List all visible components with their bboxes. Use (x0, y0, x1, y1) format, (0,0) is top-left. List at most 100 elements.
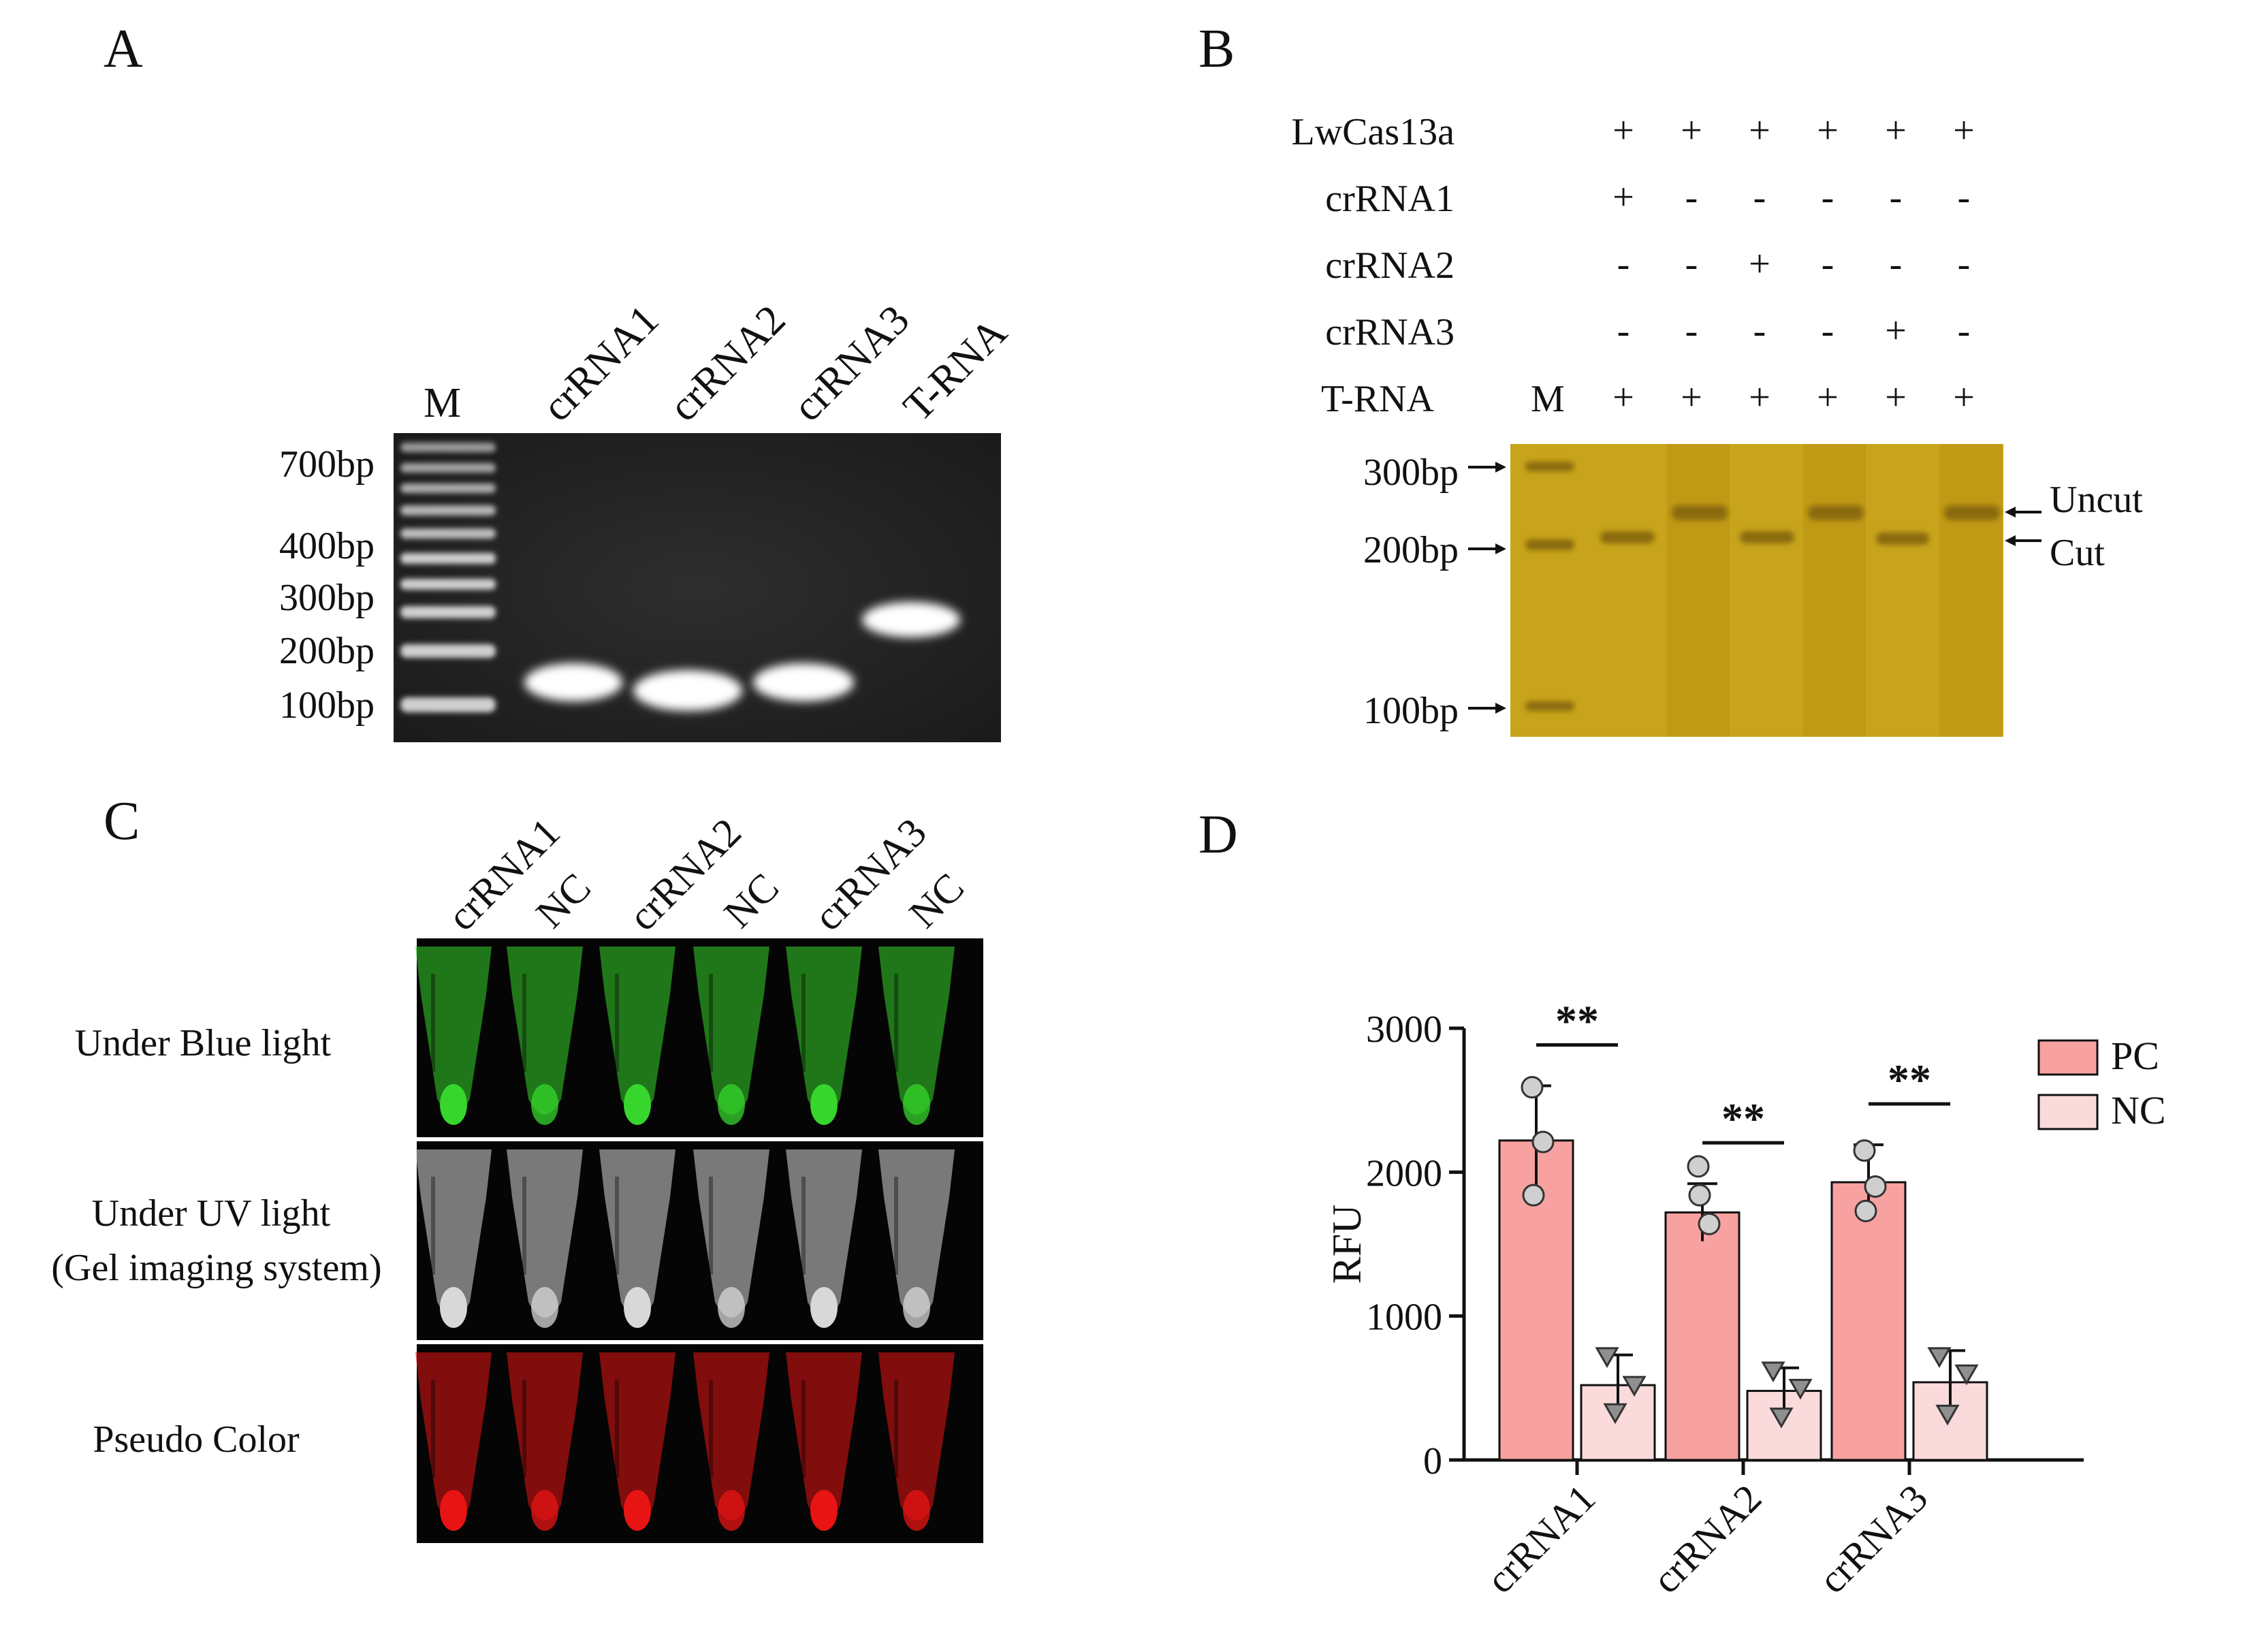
matrix-cell: - (1822, 176, 1834, 219)
tube (415, 1149, 492, 1318)
tube-fluid (810, 1490, 838, 1531)
row-label-crrna3: crRNA3 (1325, 311, 1455, 353)
panel-c-row-labels: Under Blue light Under UV light (Gel ima… (51, 1022, 381, 1461)
row-label-crrna1: crRNA1 (1325, 178, 1455, 220)
matrix-cell: + (1612, 110, 1634, 152)
page-gel-image (1510, 444, 2003, 737)
lane-label-crrna1: crRNA1 (534, 296, 668, 430)
marker-label-100bp: 100bp (279, 684, 375, 727)
tube-fluid (624, 1084, 651, 1125)
panel-b-marker-labels: 300bp 200bp 100bp (1363, 451, 1459, 732)
matrix-cell: - (1890, 243, 1903, 285)
x-tick-label: crRNA1 (1478, 1476, 1604, 1602)
marker-label-400bp: 400bp (279, 525, 375, 567)
panel-b: B LwCas13a crRNA1 crRNA2 crRNA3 T-RNA M … (1198, 19, 2143, 737)
col-label-nc-2: NC (716, 865, 788, 937)
matrix-cell: - (1890, 176, 1903, 219)
tube (599, 1149, 676, 1318)
x-tick-label: crRNA2 (1644, 1476, 1770, 1602)
y-axis-label: RFU (1324, 1205, 1369, 1284)
tube (507, 1149, 583, 1318)
matrix-cell: + (1749, 243, 1770, 285)
row-label-lwcas13a: LwCas13a (1291, 111, 1455, 153)
data-point (1521, 1076, 1544, 1099)
panel-d-letter: D (1198, 805, 1238, 865)
matrix-cell: + (1681, 110, 1702, 152)
col-label-nc-3: NC (901, 865, 973, 937)
reaction-matrix: + + + + + + + - - - - - - - + - - - - - - - + - + + + + + + (1612, 110, 1975, 419)
data-point (1687, 1155, 1710, 1178)
panel-c-column-labels: crRNA1 NC crRNA2 NC crRNA3 NC (439, 810, 973, 939)
matrix-cell: + (1749, 110, 1770, 152)
panel-a-marker-labels: 700bp 400bp 300bp 200bp 100bp (279, 443, 375, 727)
data-point (1761, 1361, 1785, 1382)
tube-fluid (903, 1084, 930, 1125)
legend-swatch-nc (2037, 1094, 2099, 1130)
tube (693, 1352, 769, 1521)
matrix-cell: + (1885, 110, 1907, 152)
matrix-cell: + (1612, 377, 1634, 419)
matrix-cell: - (1958, 243, 1971, 285)
legend-label-nc: NC (2111, 1088, 2166, 1132)
tube (599, 947, 676, 1115)
lane-label-m-b: M (1531, 378, 1565, 420)
matrix-cell: - (1685, 310, 1698, 352)
panel-c-letter: C (104, 791, 140, 851)
panel-d: D 0 1000 2000 3000 RFU crRNA1 ** crRNA2 ** crRNA3… (1198, 805, 2166, 1602)
panel-b-letter: B (1198, 19, 1235, 79)
data-point (1935, 1404, 1960, 1426)
tube-fluid (531, 1084, 558, 1125)
matrix-cell: - (1753, 176, 1766, 219)
matrix-cell: + (1953, 110, 1975, 152)
matrix-cell: + (1885, 377, 1907, 419)
tube-fluid (440, 1490, 467, 1531)
panel-c: C crRNA1 NC crRNA2 NC crRNA3 NC Under Bl… (51, 791, 983, 1543)
data-point (1688, 1184, 1711, 1207)
band-crrna3 (753, 663, 854, 701)
tube-fluid (718, 1084, 745, 1125)
marker-label-b-100bp: 100bp (1363, 690, 1459, 732)
significance-marker: ** (1555, 997, 1599, 1045)
matrix-cell: - (1958, 176, 1971, 219)
data-point (1603, 1403, 1627, 1425)
tube (786, 947, 862, 1115)
tube (693, 1149, 769, 1318)
y-tick-label: 1000 (1366, 1297, 1442, 1339)
tube (693, 947, 769, 1115)
matrix-cell: + (1885, 310, 1907, 352)
data-point (1927, 1347, 1952, 1368)
gel-b-bands (1525, 462, 2000, 711)
data-point (1788, 1378, 1813, 1400)
bar-pc (1830, 1181, 1907, 1461)
row-label-crrna2: crRNA2 (1325, 244, 1455, 287)
tube-fluid (810, 1084, 838, 1125)
lane-label-crrna3: crRNA3 (784, 296, 919, 430)
legend-label-pc: PC (2111, 1034, 2159, 1078)
data-point (1622, 1376, 1647, 1397)
tube-fluid (810, 1287, 838, 1328)
tube (878, 947, 955, 1115)
band-crrna2 (633, 670, 742, 711)
row-label-uv: Under UV light (92, 1192, 331, 1235)
band-label-uncut: Uncut (2050, 479, 2143, 521)
bar-nc (1912, 1381, 1988, 1461)
matrix-cell: + (1681, 377, 1702, 419)
data-point (1769, 1408, 1794, 1429)
tube-fluid (531, 1490, 558, 1531)
panel-a-letter: A (104, 19, 143, 79)
tube-fluid (624, 1490, 651, 1531)
significance-marker: ** (1888, 1055, 1931, 1104)
tube-photos (415, 938, 983, 1543)
tube (507, 947, 583, 1115)
tube (507, 1352, 583, 1521)
y-tick-label: 3000 (1366, 1008, 1442, 1051)
matrix-cell: + (1817, 110, 1839, 152)
marker-label-300bp: 300bp (279, 577, 375, 619)
matrix-cell: + (1817, 377, 1839, 419)
band-crrna1 (524, 663, 622, 701)
data-point (1522, 1184, 1545, 1207)
tube (786, 1149, 862, 1318)
gel-b-lanes (1667, 444, 2002, 737)
matrix-cell: - (1822, 243, 1834, 285)
